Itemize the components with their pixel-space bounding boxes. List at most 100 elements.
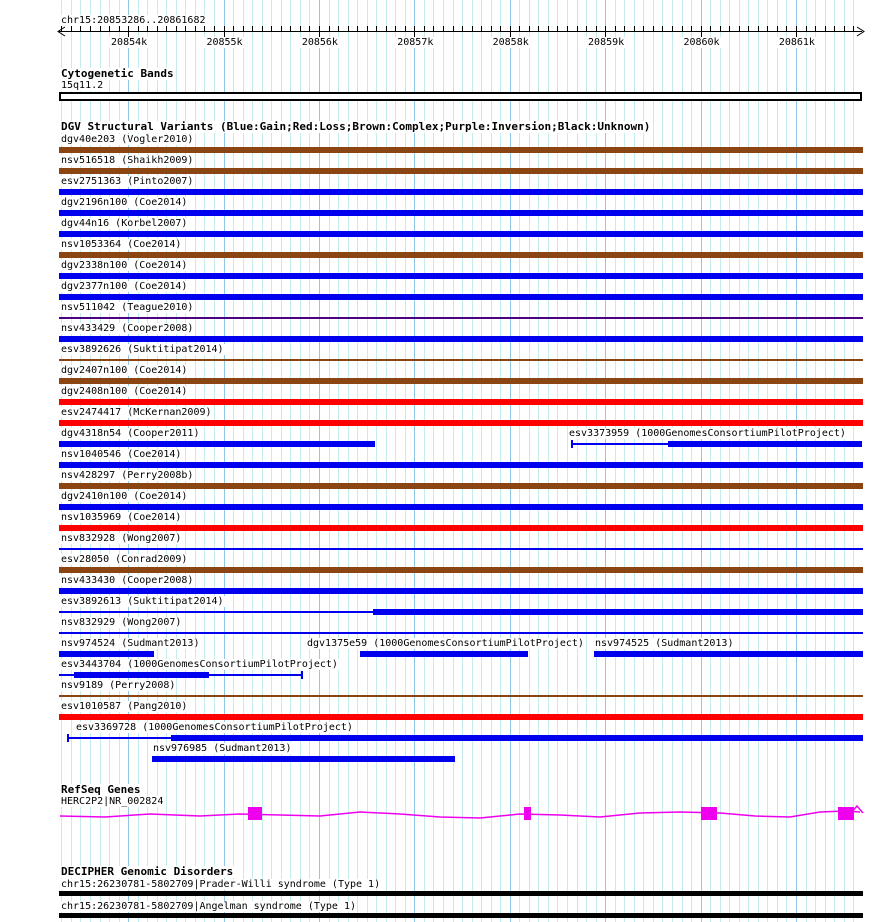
gene-model[interactable] bbox=[0, 800, 890, 830]
variant-label[interactable]: nsv433430 (Cooper2008) bbox=[60, 575, 195, 586]
variant-bar[interactable] bbox=[59, 651, 154, 657]
variant-label[interactable]: dgv2196n100 (Coe2014) bbox=[60, 197, 189, 208]
refseq-gene-label[interactable]: HERC2P2|NR_002824 bbox=[60, 796, 165, 807]
variant-line[interactable] bbox=[59, 317, 863, 319]
variant-label[interactable]: nsv9189 (Perry2008) bbox=[60, 680, 177, 691]
variant-label[interactable]: dgv1375e59 (1000GenomesConsortiumPilotPr… bbox=[306, 638, 585, 649]
variant-bar[interactable] bbox=[59, 504, 863, 510]
variant-label[interactable]: nsv433429 (Cooper2008) bbox=[60, 323, 195, 334]
gridline bbox=[528, 0, 530, 922]
variant-label[interactable]: dgv2407n100 (Coe2014) bbox=[60, 365, 189, 376]
variant-line[interactable] bbox=[59, 695, 863, 697]
variant-bar[interactable] bbox=[59, 231, 863, 237]
variant-bar[interactable] bbox=[360, 651, 528, 657]
variant-bar[interactable] bbox=[373, 609, 863, 615]
ruler-minor-tick bbox=[719, 26, 721, 31]
gridline bbox=[109, 0, 110, 922]
variant-label[interactable]: nsv832929 (Wong2007) bbox=[60, 617, 183, 628]
ruler-minor-tick bbox=[233, 26, 235, 31]
region-label: chr15:20853286..20861682 bbox=[60, 15, 207, 26]
variant-label[interactable]: dgv2377n100 (Coe2014) bbox=[60, 281, 189, 292]
variant-label[interactable]: esv3373959 (1000GenomesConsortiumPilotPr… bbox=[568, 428, 847, 439]
gridline bbox=[194, 0, 196, 922]
variant-label[interactable]: nsv428297 (Perry2008b) bbox=[60, 470, 195, 481]
gene-exon[interactable] bbox=[838, 807, 854, 820]
variant-label[interactable]: nsv1035969 (Coe2014) bbox=[60, 512, 183, 523]
cytoband-rect[interactable] bbox=[59, 92, 862, 101]
variant-bar[interactable] bbox=[59, 189, 863, 195]
gridline bbox=[366, 0, 368, 922]
variant-bar[interactable] bbox=[59, 294, 863, 300]
gridline bbox=[147, 0, 149, 922]
variant-label[interactable]: dgv40e203 (Vogler2010) bbox=[60, 134, 195, 145]
variant-bar[interactable] bbox=[59, 210, 863, 216]
variant-label[interactable]: esv3443704 (1000GenomesConsortiumPilotPr… bbox=[60, 659, 339, 670]
ruler-minor-tick bbox=[547, 26, 549, 31]
variant-bar[interactable] bbox=[59, 168, 863, 174]
gridline bbox=[738, 0, 740, 922]
gene-exon[interactable] bbox=[524, 807, 531, 820]
variant-line[interactable] bbox=[59, 632, 863, 634]
variant-bar[interactable] bbox=[59, 483, 863, 489]
variant-bar[interactable] bbox=[59, 399, 863, 405]
variant-bar[interactable] bbox=[594, 651, 863, 657]
variant-bar[interactable] bbox=[59, 147, 863, 153]
gene-exon[interactable] bbox=[248, 807, 262, 820]
gene-exon[interactable] bbox=[701, 807, 717, 820]
variant-bar[interactable] bbox=[59, 336, 863, 342]
variant-line[interactable] bbox=[59, 359, 863, 361]
variant-label[interactable]: esv28050 (Conrad2009) bbox=[60, 554, 189, 565]
gridline bbox=[414, 0, 416, 922]
variant-line[interactable] bbox=[68, 737, 171, 739]
variant-label[interactable]: dgv2410n100 (Coe2014) bbox=[60, 491, 189, 502]
variant-label[interactable]: dgv2408n100 (Coe2014) bbox=[60, 386, 189, 397]
variant-bar[interactable] bbox=[59, 525, 863, 531]
ruler-minor-tick bbox=[271, 26, 273, 31]
variant-label[interactable]: nsv976985 (Sudmant2013) bbox=[152, 743, 293, 754]
variant-line[interactable] bbox=[572, 443, 668, 445]
gridline bbox=[471, 0, 473, 922]
variant-label[interactable]: nsv511042 (Teague2010) bbox=[60, 302, 195, 313]
variant-label[interactable]: nsv1053364 (Coe2014) bbox=[60, 239, 183, 250]
variant-bar[interactable] bbox=[59, 462, 863, 468]
variant-line[interactable] bbox=[59, 548, 863, 550]
variant-label[interactable]: dgv2338n100 (Coe2014) bbox=[60, 260, 189, 271]
variant-bar[interactable] bbox=[59, 378, 863, 384]
variant-label[interactable]: esv2751363 (Pinto2007) bbox=[60, 176, 195, 187]
ruler-minor-tick bbox=[538, 26, 540, 31]
variant-bar[interactable] bbox=[59, 714, 863, 720]
variant-bar[interactable] bbox=[171, 735, 863, 741]
disorder-bar[interactable] bbox=[59, 891, 863, 896]
variant-label[interactable]: nsv974524 (Sudmant2013) bbox=[60, 638, 201, 649]
gridline bbox=[633, 0, 635, 922]
disorder-label[interactable]: chr15:26230781-5802709|Prader-Willi synd… bbox=[60, 879, 382, 890]
variant-bar[interactable] bbox=[152, 756, 455, 762]
variant-bar[interactable] bbox=[59, 252, 863, 258]
ruler-minor-tick bbox=[166, 26, 168, 31]
variant-label[interactable]: dgv4318n54 (Cooper2011) bbox=[60, 428, 201, 439]
variant-label[interactable]: dgv44n16 (Korbel2007) bbox=[60, 218, 189, 229]
cytobands-header: Cytogenetic Bands bbox=[60, 67, 175, 80]
variant-bar[interactable] bbox=[59, 567, 863, 573]
ruler-minor-tick bbox=[61, 26, 63, 31]
variant-line[interactable] bbox=[59, 611, 373, 613]
variant-bar[interactable] bbox=[668, 441, 862, 447]
variant-label[interactable]: esv3892626 (Suktitipat2014) bbox=[60, 344, 225, 355]
variant-bar[interactable] bbox=[74, 672, 209, 678]
variant-bar[interactable] bbox=[59, 588, 863, 594]
disorder-bar[interactable] bbox=[59, 913, 863, 918]
variant-label[interactable]: nsv516518 (Shaikh2009) bbox=[60, 155, 195, 166]
variant-bar[interactable] bbox=[59, 441, 375, 447]
ruler-minor-tick bbox=[366, 26, 368, 31]
variant-label[interactable]: nsv974525 (Sudmant2013) bbox=[594, 638, 735, 649]
variant-label[interactable]: esv1010587 (Pang2010) bbox=[60, 701, 189, 712]
variant-label[interactable]: nsv832928 (Wong2007) bbox=[60, 533, 183, 544]
variant-label[interactable]: esv3369728 (1000GenomesConsortiumPilotPr… bbox=[75, 722, 354, 733]
disorder-label[interactable]: chr15:26230781-5802709|Angelman syndrome… bbox=[60, 901, 358, 912]
variant-bar[interactable] bbox=[59, 273, 863, 279]
variant-label[interactable]: esv3892613 (Suktitipat2014) bbox=[60, 596, 225, 607]
variant-label[interactable]: nsv1040546 (Coe2014) bbox=[60, 449, 183, 460]
variant-bar[interactable] bbox=[59, 420, 863, 426]
variant-label[interactable]: esv2474417 (McKernan2009) bbox=[60, 407, 213, 418]
ruler-minor-tick bbox=[815, 26, 816, 31]
